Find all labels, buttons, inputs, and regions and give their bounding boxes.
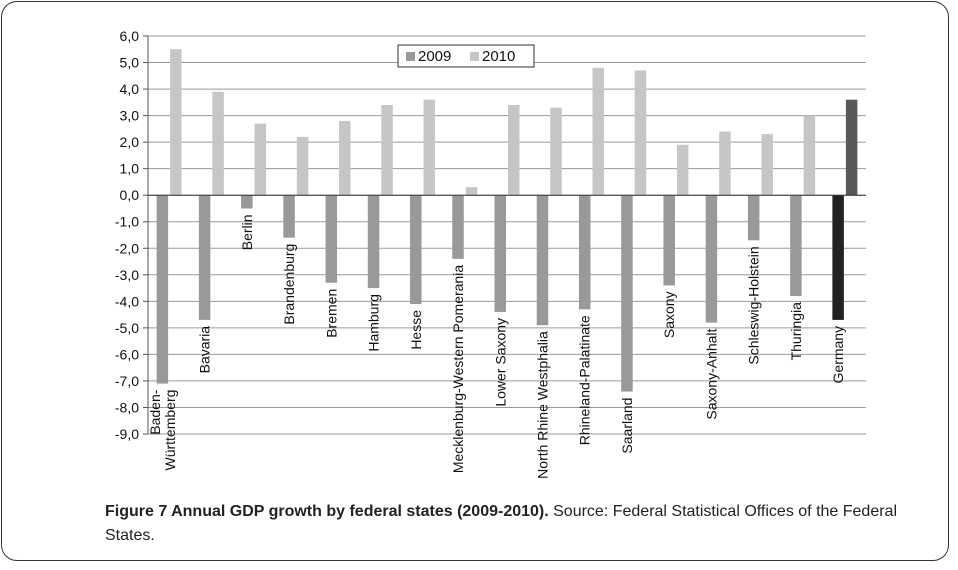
bar-2009 bbox=[283, 195, 295, 238]
bar-2010 bbox=[550, 107, 562, 196]
category-label: Bremen bbox=[323, 289, 339, 338]
category-label: Saxony-Anhalt bbox=[703, 328, 719, 419]
bar-2009 bbox=[156, 195, 169, 384]
category-label: Berlin bbox=[239, 214, 255, 250]
y-tick-label: 5,0 bbox=[120, 55, 140, 71]
category-labels: Baden-Württemberg Bavaria Berlin Brandenbur… bbox=[147, 214, 846, 478]
category-label: Rhineland-Palatinate bbox=[577, 315, 593, 445]
bar-2009 bbox=[832, 195, 844, 320]
category-label: Mecklenburg-Western Pomerania bbox=[450, 265, 466, 473]
category-label: Bavaria bbox=[197, 326, 213, 374]
bar-chart: 6,0 5,0 4,0 3,0 2,0 1,0 0,0 -1,0 -2,0 -3,0 -4,0 -5,… bbox=[115, 28, 866, 479]
category-label: Saarland bbox=[619, 398, 635, 454]
bar-2010 bbox=[845, 99, 858, 196]
y-tick-label: 6,0 bbox=[120, 28, 140, 44]
y-tick-label: -9,0 bbox=[115, 426, 139, 442]
y-tick-label: 3,0 bbox=[120, 108, 140, 124]
bar-2010 bbox=[212, 91, 224, 196]
bar-2009 bbox=[790, 195, 802, 297]
category-label: Saxony bbox=[661, 291, 677, 338]
legend-label-2010: 2010 bbox=[482, 48, 515, 65]
bars bbox=[156, 49, 858, 392]
category-label: Lower Saxony bbox=[492, 318, 508, 407]
caption-text: Source: Federal Statistical Offices of t… bbox=[105, 503, 897, 544]
category-label: Baden-Württemberg bbox=[147, 389, 178, 470]
bar-2010 bbox=[465, 187, 478, 196]
category-label: Schleswig-Holstein bbox=[746, 246, 762, 364]
y-tick-label: -3,0 bbox=[115, 267, 139, 283]
bar-2010 bbox=[170, 49, 182, 196]
bar-2009 bbox=[705, 195, 718, 323]
bar-2009 bbox=[367, 195, 380, 289]
bar-2009 bbox=[410, 195, 422, 304]
category-label: Hesse bbox=[408, 310, 424, 350]
bar-2009 bbox=[578, 195, 591, 310]
bar-2010 bbox=[761, 134, 773, 196]
bar-2009 bbox=[621, 195, 633, 392]
y-tick-label: 2,0 bbox=[120, 134, 140, 150]
y-tick-label: -1,0 bbox=[115, 214, 139, 230]
bar-2009 bbox=[241, 195, 253, 209]
bar-2010 bbox=[254, 123, 267, 196]
y-tick-label: -4,0 bbox=[115, 293, 139, 309]
y-tick-label: -8,0 bbox=[115, 399, 139, 415]
bar-2010 bbox=[381, 104, 393, 196]
legend-swatch-2010 bbox=[470, 52, 479, 61]
y-tick-label: -6,0 bbox=[115, 346, 139, 362]
legend-label-2009: 2009 bbox=[418, 48, 451, 65]
category-label: Brandenburg bbox=[281, 244, 297, 325]
bar-2009 bbox=[452, 195, 464, 259]
bar-2009 bbox=[325, 195, 338, 283]
bar-2009 bbox=[663, 195, 675, 286]
bar-2010 bbox=[423, 99, 436, 196]
category-label: North Rhine Westphalia bbox=[534, 331, 550, 479]
y-tick-label: -7,0 bbox=[115, 373, 139, 389]
bar-2010 bbox=[296, 136, 309, 196]
bar-2009 bbox=[747, 195, 760, 241]
category-label: Germany bbox=[830, 326, 846, 384]
bar-2009 bbox=[494, 195, 506, 312]
category-label: Thuringia bbox=[788, 302, 804, 361]
bar-2010 bbox=[339, 120, 351, 196]
y-tick-label: 4,0 bbox=[120, 81, 140, 97]
caption-label: Figure 7 Annual GDP growth by federal st… bbox=[105, 503, 549, 520]
y-tick-label: -5,0 bbox=[115, 320, 139, 336]
y-tick-label: -2,0 bbox=[115, 240, 139, 256]
bar-2010 bbox=[803, 115, 816, 196]
bar-2009 bbox=[536, 195, 549, 326]
bar-2010 bbox=[719, 131, 731, 196]
legend-box bbox=[397, 44, 535, 68]
category-label: Hamburg bbox=[366, 294, 382, 352]
y-tick-label: 0,0 bbox=[120, 187, 140, 203]
y-axis: 6,0 5,0 4,0 3,0 2,0 1,0 0,0 -1,0 -2,0 -3,0 -4,0 -5,… bbox=[115, 28, 149, 442]
figure-caption: Figure 7 Annual GDP growth by federal st… bbox=[105, 500, 935, 548]
bar-2010 bbox=[592, 67, 604, 196]
bar-2010 bbox=[634, 70, 647, 196]
bar-2010 bbox=[676, 144, 689, 196]
bar-2009 bbox=[198, 195, 211, 320]
legend-swatch-2009 bbox=[406, 52, 415, 61]
y-tick-label: 1,0 bbox=[120, 161, 140, 177]
legend: 2009 2010 bbox=[397, 44, 535, 68]
bar-2010 bbox=[508, 104, 520, 196]
